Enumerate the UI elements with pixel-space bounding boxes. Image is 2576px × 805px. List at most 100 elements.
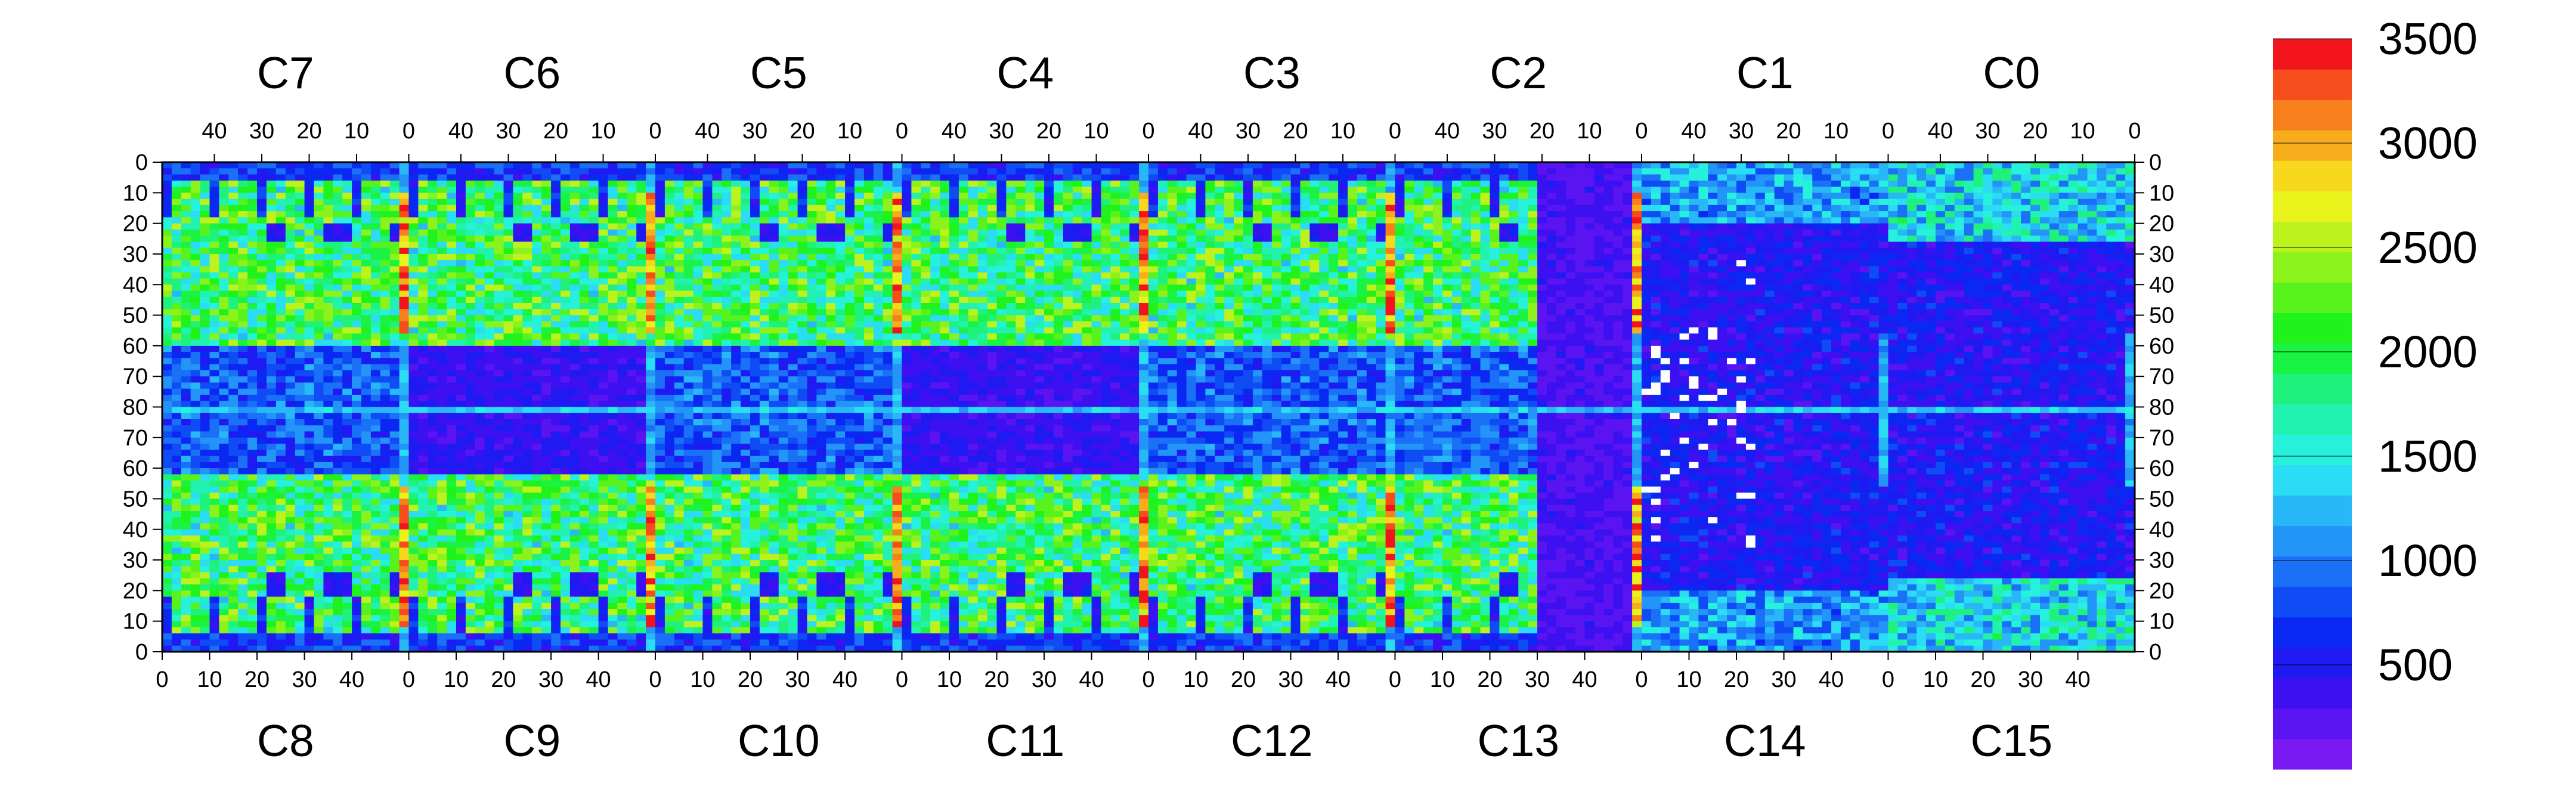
heatmap-cell [636,597,646,603]
heatmap-cell [409,554,419,561]
heatmap-cell [551,224,561,230]
heatmap-cell [400,450,410,456]
heatmap-cell [712,407,722,414]
heatmap-cell [580,217,590,224]
heatmap-cell [674,499,685,505]
heatmap-cell [608,432,618,438]
heatmap-cell [210,572,220,579]
heatmap-cell [228,609,239,615]
heatmap-cell [200,340,210,346]
heatmap-cell [674,566,685,572]
heatmap-cell [200,481,210,487]
heatmap-cell [200,370,210,377]
heatmap-cell [674,242,685,248]
heatmap-cell [636,370,646,377]
heatmap-cell [380,297,391,304]
heatmap-cell [314,474,324,481]
heatmap-cell [655,444,665,450]
heatmap-cell [323,603,333,609]
heatmap-cell [228,321,239,328]
heatmap-cell [741,217,751,224]
heatmap-cell [428,358,438,364]
heatmap-cell [646,376,656,383]
heatmap-cell [181,321,191,328]
heatmap-cell [437,487,447,493]
heatmap-cell [456,327,466,334]
heatmap-cell [428,267,438,273]
heatmap-cell [228,487,239,493]
heatmap-cell [750,315,760,322]
heatmap-cell [580,474,590,481]
heatmap-cell [646,242,656,248]
heatmap-cell [731,162,741,169]
heatmap-cell [247,487,258,493]
heatmap-cell [599,297,609,304]
heatmap-cell [522,419,532,426]
heatmap-cell [684,309,694,315]
heatmap-cell [485,346,495,352]
heatmap-cell [352,560,362,566]
heatmap-cell [617,211,627,218]
heatmap-cell [665,633,675,640]
heatmap-cell [247,273,258,279]
heatmap-cell [286,401,296,407]
heatmap-cell [257,505,267,512]
heatmap-cell [513,383,523,389]
heatmap-cell [722,364,732,371]
heatmap-cell [665,548,675,555]
heatmap-cell [295,499,305,505]
heatmap-cell [570,468,580,475]
heatmap-cell [210,609,220,615]
heatmap-cell [390,291,400,298]
heatmap-cell [466,162,476,169]
heatmap-cell [181,572,191,579]
heatmap-cell [731,578,741,585]
heatmap-cell [257,474,267,481]
heatmap-cell [665,162,675,169]
heatmap-cell [286,321,296,328]
heatmap-cell [750,193,760,199]
heatmap-cell [172,603,182,609]
heatmap-cell [314,609,324,615]
heatmap-cell [608,499,618,505]
heatmap-cell [428,603,438,609]
heatmap-cell [295,162,305,169]
heatmap-cell [589,267,599,273]
heatmap-cell [522,181,532,187]
heatmap-cell [712,560,722,566]
heatmap-cell [228,505,239,512]
heatmap-cell [561,321,571,328]
heatmap-cell [238,273,248,279]
heatmap-cell [627,278,637,285]
heatmap-cell [333,566,343,572]
heatmap-cell [608,517,618,524]
heatmap-cell [219,168,229,175]
heatmap-cell [371,584,381,591]
heatmap-cell [257,572,267,579]
heatmap-cell [247,291,258,298]
heatmap-cell [400,205,410,212]
heatmap-cell [741,278,751,285]
heatmap-cell [684,230,694,236]
heatmap-cell [561,407,571,414]
heatmap-cell [162,291,172,298]
heatmap-cell [295,370,305,377]
heatmap-cell [703,211,713,218]
heatmap-cell [665,211,675,218]
heatmap-cell [731,621,741,628]
heatmap-cell [257,487,267,493]
heatmap-cell [541,474,552,481]
heatmap-cell [522,584,532,591]
heatmap-cell [219,493,229,499]
heatmap-cell [475,560,485,566]
heatmap-cell [228,315,239,322]
heatmap-cell [475,303,485,309]
heatmap-cell [750,297,760,304]
heatmap-cell [276,590,286,597]
heatmap-cell [361,260,371,267]
heatmap-cell [712,260,722,267]
heatmap-cell [608,566,618,572]
heatmap-cell [561,358,571,364]
heatmap-cell [513,395,523,401]
heatmap-cell [703,346,713,352]
